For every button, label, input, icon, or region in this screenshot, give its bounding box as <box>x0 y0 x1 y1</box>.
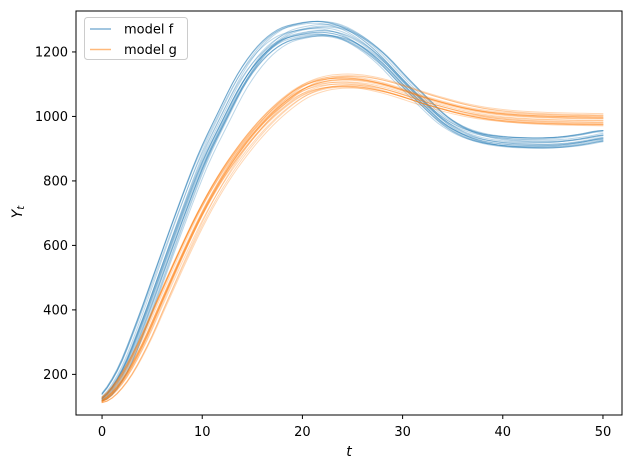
ensemble-trace <box>101 78 604 402</box>
ensemble-trace <box>101 20 604 399</box>
ensemble-trace <box>101 79 604 401</box>
ensemble-trace <box>101 27 604 399</box>
ensemble-trace <box>101 83 604 402</box>
curve-ensembles <box>101 20 604 404</box>
y-tick-label: 200 <box>43 368 68 383</box>
ensemble-trace <box>101 85 604 402</box>
ensemble-trace <box>101 79 604 402</box>
ensemble-trace <box>101 20 604 395</box>
ensemble-trace <box>101 75 604 403</box>
ensemble-trace <box>101 26 604 402</box>
ensemble-trace <box>101 31 604 399</box>
ensemble-trace <box>101 33 604 398</box>
plot-border <box>75 10 623 416</box>
legend-label-model-g: model g <box>124 43 177 58</box>
ensemble-trace <box>101 86 604 398</box>
ensemble-trace <box>101 21 604 395</box>
x-tick-label: 30 <box>394 425 411 440</box>
ensemble-trace <box>101 81 604 398</box>
series-model-f <box>101 20 604 402</box>
y-tick-label: 800 <box>43 174 68 189</box>
ensemble-trace <box>101 73 604 402</box>
x-tick-label: 40 <box>495 425 512 440</box>
ensemble-trace <box>101 35 604 402</box>
ensemble-trace <box>101 23 604 402</box>
ensemble-trace <box>101 22 604 394</box>
ensemble-trace <box>101 77 604 399</box>
ensemble-trace <box>101 77 604 399</box>
y-axis-label: Yt <box>10 205 27 219</box>
ensemble-trace <box>101 34 604 401</box>
ensemble-trace <box>101 31 604 399</box>
y-axis-label-sub: t <box>16 205 27 210</box>
ensemble-trace <box>101 77 604 400</box>
y-axis-label-main: Y <box>10 208 26 218</box>
ensemble-trace <box>101 76 604 400</box>
x-tick-label: 50 <box>595 425 612 440</box>
x-tick-label: 10 <box>194 425 211 440</box>
x-tick-label: 0 <box>98 425 106 440</box>
plot-background <box>76 11 622 415</box>
ensemble-trace <box>101 75 604 404</box>
ensemble-trace <box>101 35 604 400</box>
ensemble-trace <box>101 30 604 400</box>
x-tick-label: 20 <box>294 425 311 440</box>
legend: model f model g <box>84 17 188 60</box>
y-tick-label: 400 <box>43 303 68 318</box>
axis-ticks: 0 10 20 30 40 50 200 400 600 800 1000 1200 <box>35 45 611 440</box>
legend-label-model-f: model f <box>124 23 174 38</box>
ensemble-trace <box>101 35 604 400</box>
ensemble-trace <box>101 33 604 395</box>
y-tick-label: 600 <box>43 239 68 254</box>
ensemble-trace <box>101 85 604 401</box>
ensemble-trace <box>101 84 604 404</box>
ensemble-trace <box>101 28 604 394</box>
x-axis-label: t <box>346 444 352 460</box>
ensemble-trace <box>101 87 604 404</box>
ensemble-trace <box>101 25 604 402</box>
y-tick-label: 1200 <box>35 45 68 60</box>
ensemble-trace <box>101 81 604 402</box>
series-model-g <box>101 73 604 404</box>
ensemble-trace <box>101 30 604 401</box>
y-tick-label: 1000 <box>35 110 68 125</box>
ensemble-trace <box>101 86 604 403</box>
ensemble-trace <box>101 20 604 398</box>
ensemble-trace <box>101 83 604 398</box>
